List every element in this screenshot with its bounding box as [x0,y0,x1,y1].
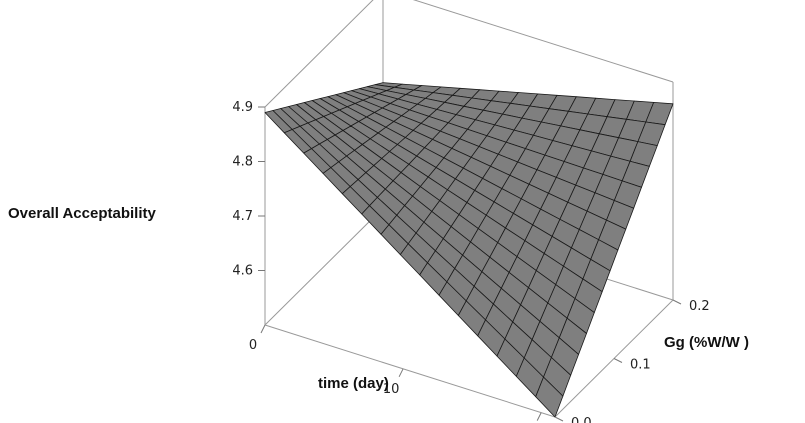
response-surface [264,82,674,418]
y-tick-mark [554,416,564,422]
surface-facet [535,376,564,418]
x-tick-mark [260,324,266,334]
y-tick-label: 0.2 [689,299,710,314]
z-tick-label: 4.7 [232,209,253,224]
axis-ticks: 4.64.74.84.9010200.00.10.2 [232,100,709,423]
x-tick-mark [398,368,404,378]
y-tick-mark [672,299,682,305]
y-tick-label: 0.1 [630,358,651,373]
box-edge [264,207,384,326]
box-edge [264,324,556,418]
z-tick-label: 4.9 [232,100,253,115]
z-axis-title: Overall Acceptability [8,205,156,222]
x-tick-label: 10 [383,382,400,397]
y-tick-label: 0.0 [571,416,592,423]
y-axis-title: Gg (%W/W ) [664,334,749,351]
box-edge [412,0,674,83]
z-tick-label: 4.6 [232,264,253,279]
x-tick-mark [536,412,542,421]
x-tick-label: 0 [249,338,257,353]
y-tick-mark [613,358,623,363]
x-axis-title: time (day) [318,375,389,392]
box-edge [264,0,374,108]
z-tick-label: 4.8 [232,155,253,170]
